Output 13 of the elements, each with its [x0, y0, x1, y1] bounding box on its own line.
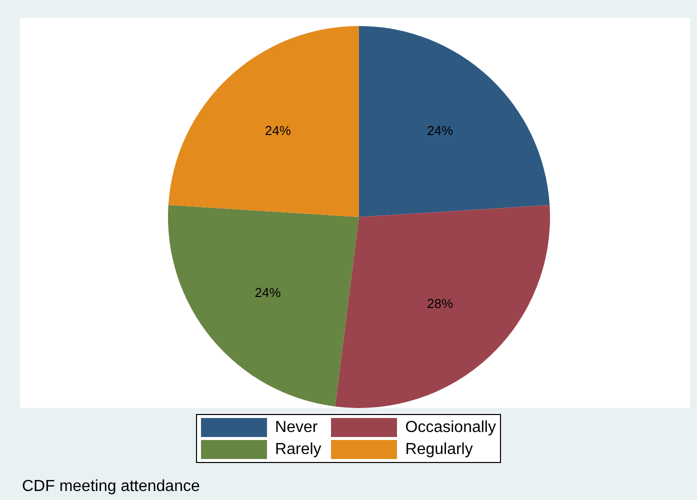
legend-label: Regularly	[405, 440, 473, 458]
data-label: 24%	[254, 284, 282, 300]
data-label: 24%	[264, 123, 292, 138]
pie-slice	[168, 26, 359, 217]
pie-slice	[168, 205, 359, 406]
legend-label: Never	[275, 418, 318, 436]
pie-slice	[335, 205, 550, 408]
text: CDF meeting attendance	[22, 478, 200, 496]
legend-label: Rarely	[275, 440, 322, 458]
pie-slice	[359, 26, 550, 217]
legend-label: Occasionally	[405, 418, 496, 436]
data-label: 24%	[427, 123, 454, 138]
data-label: 28%	[427, 296, 454, 311]
